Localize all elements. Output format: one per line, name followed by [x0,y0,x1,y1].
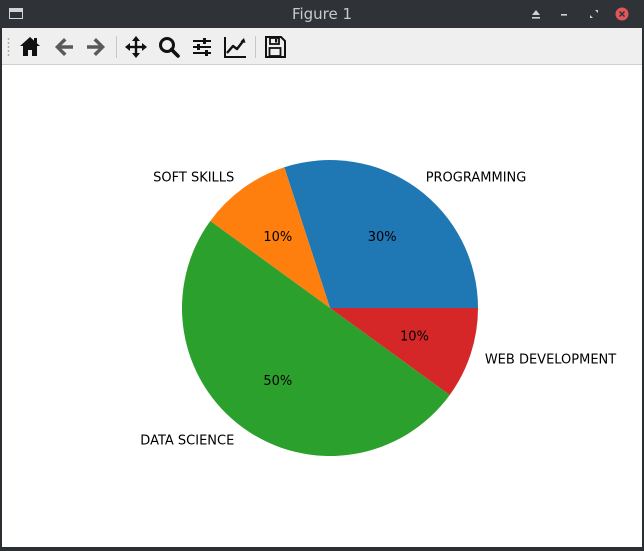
pie-slice-soft-skills [210,167,330,308]
save-figure-icon[interactable] [262,34,288,60]
home-icon[interactable] [17,34,43,60]
pie-category-label-soft-skills: SOFT SKILLS [153,170,234,185]
navigation-toolbar [2,28,642,65]
pie-pct-label-programming: 30% [368,230,397,245]
pie-category-label-programming: PROGRAMMING [426,170,527,185]
maximize-icon[interactable] [586,6,602,22]
edit-axis-icon[interactable] [222,34,248,60]
pie-chart: 30% PROGRAMMING 10% SOFT SKILLS 50% DATA SCIE… [140,160,616,456]
keep-above-icon[interactable] [528,6,544,22]
toolbar-grip-icon[interactable] [7,37,10,57]
window-title: Figure 1 [291,5,353,23]
pie-slice-programming [284,160,478,308]
toolbar-separator [116,36,117,58]
pan-move-icon[interactable] [123,34,149,60]
minimize-icon[interactable] [556,6,572,22]
zoom-magnifier-icon[interactable] [156,34,182,60]
toolbar-separator [255,36,256,58]
back-arrow-icon[interactable] [51,34,77,60]
forward-arrow-icon[interactable] [83,34,109,60]
pie-pct-label-soft-skills: 10% [263,230,292,245]
pie-slice-data-science [182,221,450,456]
title-bar[interactable]: Figure 1 [0,0,644,28]
close-icon[interactable] [614,6,630,22]
window-bottom-border [0,547,644,549]
pie-slice-web-development [330,308,478,395]
window-app-icon[interactable] [9,8,23,19]
pie-category-label-data-science: DATA SCIENCE [140,434,234,449]
pie-category-label-web-development: WEB DEVELOPMENT [485,352,616,367]
configure-subplots-icon[interactable] [189,34,215,60]
pie-pct-label-web-development: 10% [400,329,429,344]
pie-pct-label-data-science: 50% [263,374,292,389]
figure-canvas[interactable]: 30% PROGRAMMING 10% SOFT SKILLS 50% DATA SCIE… [2,65,642,547]
